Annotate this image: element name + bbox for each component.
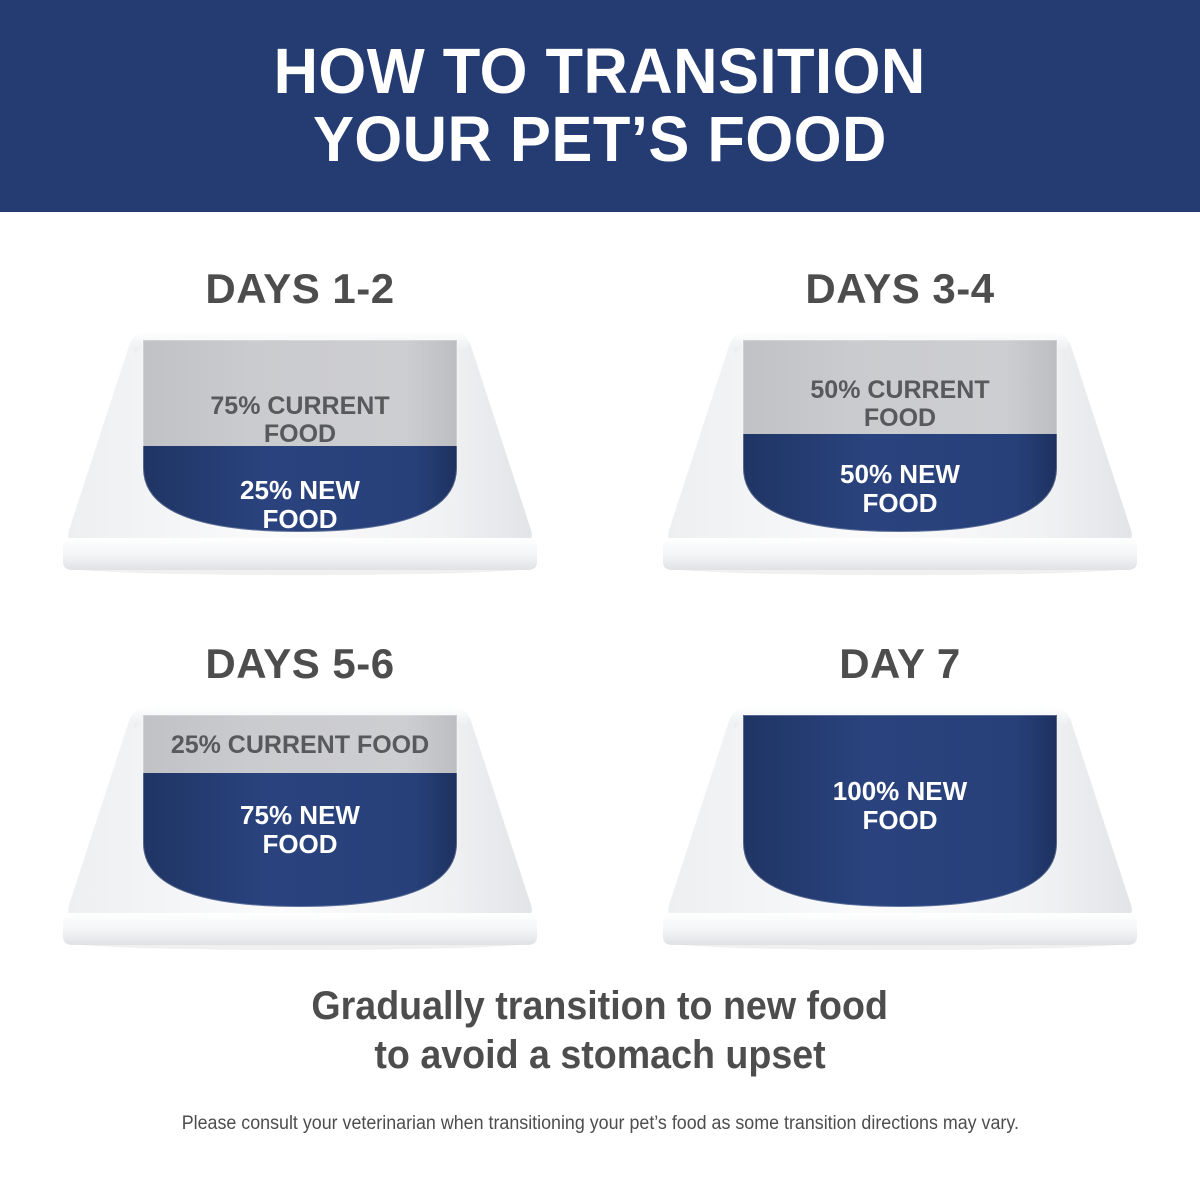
bowl-base xyxy=(63,538,537,570)
footer-headline-line-2: to avoid a stomach upset xyxy=(374,1032,826,1077)
step-card-days-5-6: DAYS 5-6 xyxy=(0,587,600,962)
bowl-svg-1 xyxy=(63,332,537,575)
bowl-base xyxy=(663,538,1137,570)
header-banner: HOW TO TRANSITION YOUR PET’S FOOD xyxy=(0,0,1200,212)
bowl-illustration-days-1-2: 75% CURRENT FOOD 25% NEW FOOD xyxy=(55,318,545,578)
step-label-days-1-2: DAYS 1-2 xyxy=(205,265,395,312)
page-title-line-1: HOW TO TRANSITION xyxy=(273,35,927,108)
new-food-fill xyxy=(143,446,457,532)
page-title-line-2: YOUR PET’S FOOD xyxy=(313,103,887,175)
footer-section: Gradually transition to new food to avoi… xyxy=(0,982,1200,1136)
transition-steps-grid: DAYS 1-2 xyxy=(0,212,1200,982)
bowl-base xyxy=(63,913,537,945)
new-food-fill xyxy=(743,434,1057,532)
step-card-days-3-4: DAYS 3-4 xyxy=(600,212,1200,587)
bowl-base xyxy=(663,913,1137,945)
footer-disclaimer: Please consult your veterinarian when tr… xyxy=(181,1112,1019,1134)
bowl-svg-2 xyxy=(663,332,1137,575)
bowl-svg-3 xyxy=(63,707,537,950)
step-label-days-5-6: DAYS 5-6 xyxy=(205,640,395,687)
new-food-fill xyxy=(143,773,457,907)
bowl-illustration-days-5-6: 25% CURRENT FOOD 75% NEW FOOD xyxy=(55,693,545,953)
step-label-day-7: DAY 7 xyxy=(839,640,961,687)
bowl-svg-4 xyxy=(663,707,1137,950)
step-card-day-7: DAY 7 xyxy=(600,587,1200,962)
bowl-illustration-days-3-4: 50% CURRENT FOOD 50% NEW FOOD xyxy=(655,318,1145,578)
step-card-days-1-2: DAYS 1-2 xyxy=(0,212,600,587)
new-food-fill xyxy=(743,715,1057,907)
step-label-days-3-4: DAYS 3-4 xyxy=(805,265,995,312)
footer-headline-line-1: Gradually transition to new food xyxy=(311,984,889,1028)
bowl-illustration-day-7: 100% NEW FOOD xyxy=(655,693,1145,953)
